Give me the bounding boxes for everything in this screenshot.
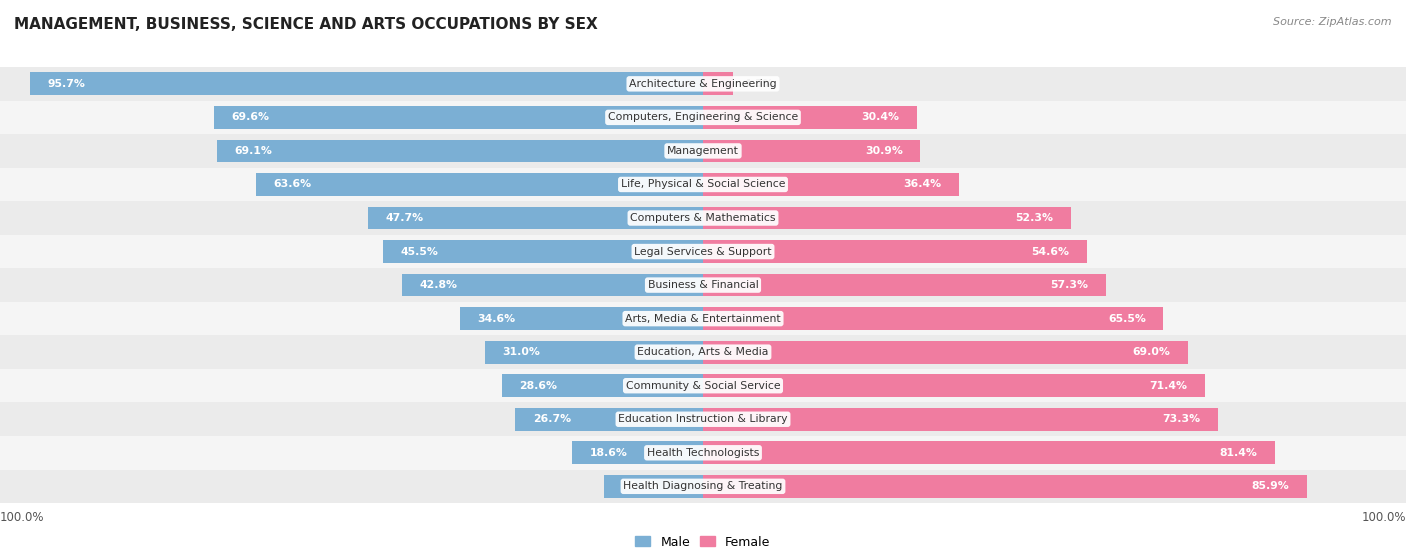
Text: Computers & Mathematics: Computers & Mathematics [630, 213, 776, 223]
Text: Business & Financial: Business & Financial [648, 280, 758, 290]
Text: 69.0%: 69.0% [1133, 347, 1170, 357]
Text: Life, Physical & Social Science: Life, Physical & Social Science [621, 179, 785, 190]
Bar [214, 106, 703, 129]
Text: 14.1%: 14.1% [621, 481, 659, 491]
Text: 18.6%: 18.6% [591, 448, 627, 458]
Text: 65.5%: 65.5% [1108, 314, 1146, 324]
Bar [605, 475, 703, 498]
Text: Health Technologists: Health Technologists [647, 448, 759, 458]
Bar [703, 173, 959, 196]
Bar [703, 475, 1308, 498]
Text: 36.4%: 36.4% [903, 179, 942, 190]
Bar [703, 106, 917, 129]
Bar [0, 67, 1406, 101]
Bar [0, 369, 1406, 402]
Bar [703, 307, 1164, 330]
Bar [485, 341, 703, 363]
Bar [218, 140, 703, 162]
Text: 100.0%: 100.0% [0, 511, 45, 524]
Bar [0, 470, 1406, 503]
Bar [0, 235, 1406, 268]
Text: 57.3%: 57.3% [1050, 280, 1088, 290]
Text: 4.3%: 4.3% [744, 79, 775, 89]
Bar [703, 442, 1275, 464]
Bar [572, 442, 703, 464]
Text: 30.4%: 30.4% [860, 112, 900, 122]
Bar [703, 240, 1087, 263]
Text: MANAGEMENT, BUSINESS, SCIENCE AND ARTS OCCUPATIONS BY SEX: MANAGEMENT, BUSINESS, SCIENCE AND ARTS O… [14, 17, 598, 32]
Bar [703, 408, 1218, 430]
Bar [703, 341, 1188, 363]
Bar [368, 207, 703, 229]
Bar [0, 302, 1406, 335]
Text: 69.1%: 69.1% [235, 146, 273, 156]
Text: 69.6%: 69.6% [232, 112, 270, 122]
Text: Source: ZipAtlas.com: Source: ZipAtlas.com [1274, 17, 1392, 27]
Bar [703, 140, 920, 162]
Text: Arts, Media & Entertainment: Arts, Media & Entertainment [626, 314, 780, 324]
Bar [703, 375, 1205, 397]
Bar [0, 402, 1406, 436]
Bar [0, 436, 1406, 470]
Text: 47.7%: 47.7% [385, 213, 423, 223]
Bar [0, 335, 1406, 369]
Bar [256, 173, 703, 196]
Text: 30.9%: 30.9% [865, 146, 903, 156]
Bar [703, 73, 734, 95]
Bar [502, 375, 703, 397]
Text: 28.6%: 28.6% [520, 381, 558, 391]
Bar [0, 101, 1406, 134]
Text: 81.4%: 81.4% [1220, 448, 1257, 458]
Text: 71.4%: 71.4% [1149, 381, 1188, 391]
Bar [703, 274, 1105, 296]
Bar [30, 73, 703, 95]
Text: 34.6%: 34.6% [478, 314, 516, 324]
Text: 73.3%: 73.3% [1163, 414, 1201, 424]
Bar [0, 134, 1406, 168]
Bar [0, 201, 1406, 235]
Text: Education, Arts & Media: Education, Arts & Media [637, 347, 769, 357]
Text: Community & Social Service: Community & Social Service [626, 381, 780, 391]
Text: 52.3%: 52.3% [1015, 213, 1053, 223]
Text: 31.0%: 31.0% [503, 347, 540, 357]
Bar [0, 268, 1406, 302]
Text: Education Instruction & Library: Education Instruction & Library [619, 414, 787, 424]
Text: Computers, Engineering & Science: Computers, Engineering & Science [607, 112, 799, 122]
Text: 45.5%: 45.5% [401, 247, 439, 257]
Text: 85.9%: 85.9% [1251, 481, 1289, 491]
Text: Health Diagnosing & Treating: Health Diagnosing & Treating [623, 481, 783, 491]
Text: Management: Management [666, 146, 740, 156]
Bar [703, 207, 1071, 229]
Text: 42.8%: 42.8% [420, 280, 458, 290]
Bar [402, 274, 703, 296]
Text: 26.7%: 26.7% [533, 414, 571, 424]
Text: 54.6%: 54.6% [1031, 247, 1069, 257]
Bar [515, 408, 703, 430]
Bar [0, 168, 1406, 201]
Bar [382, 240, 703, 263]
Text: 95.7%: 95.7% [48, 79, 86, 89]
Text: 100.0%: 100.0% [1361, 511, 1406, 524]
Legend: Male, Female: Male, Female [630, 530, 776, 553]
Bar [460, 307, 703, 330]
Text: Architecture & Engineering: Architecture & Engineering [630, 79, 776, 89]
Text: Legal Services & Support: Legal Services & Support [634, 247, 772, 257]
Text: 63.6%: 63.6% [273, 179, 312, 190]
